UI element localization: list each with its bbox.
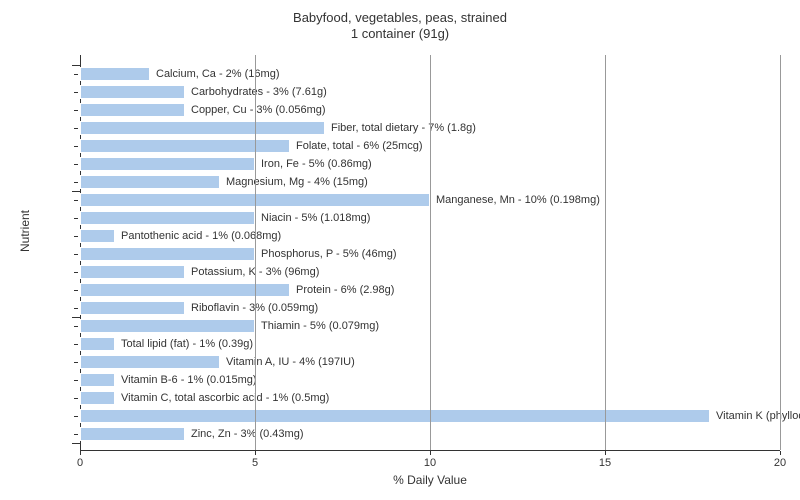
bar <box>80 373 115 387</box>
bar-label: Vitamin K (phylloquinone) - 18% (14.1mcg… <box>716 409 800 423</box>
bar <box>80 175 220 189</box>
y-tick <box>74 272 78 273</box>
x-tick <box>80 451 81 455</box>
bar-label: Manganese, Mn - 10% (0.198mg) <box>436 193 600 207</box>
y-major-tick <box>72 317 80 318</box>
y-tick <box>74 110 78 111</box>
y-tick <box>74 146 78 147</box>
x-tick <box>255 451 256 455</box>
plot-area: Calcium, Ca - 2% (16mg) Carbohydrates - 3… <box>80 55 780 450</box>
bar <box>80 247 255 261</box>
bar <box>80 229 115 243</box>
y-major-tick <box>72 65 80 66</box>
bar <box>80 211 255 225</box>
bar-label: Zinc, Zn - 3% (0.43mg) <box>191 427 303 441</box>
bar-label: Total lipid (fat) - 1% (0.39g) <box>121 337 253 351</box>
bar-label: Carbohydrates - 3% (7.61g) <box>191 85 327 99</box>
bar-label: Fiber, total dietary - 7% (1.8g) <box>331 121 476 135</box>
y-tick <box>74 254 78 255</box>
y-tick <box>74 326 78 327</box>
bar-label: Thiamin - 5% (0.079mg) <box>261 319 379 333</box>
x-tick-label: 10 <box>424 457 436 469</box>
bar-label: Folate, total - 6% (25mcg) <box>296 139 423 153</box>
bar <box>80 409 710 423</box>
gridline <box>780 55 781 450</box>
x-tick-label: 5 <box>252 457 258 469</box>
bar <box>80 355 220 369</box>
x-tick-label: 0 <box>77 457 83 469</box>
x-tick <box>430 451 431 455</box>
y-major-tick <box>72 443 80 444</box>
bar-label: Pantothenic acid - 1% (0.068mg) <box>121 229 281 243</box>
x-tick <box>605 451 606 455</box>
bar <box>80 391 115 405</box>
y-tick <box>74 380 78 381</box>
y-tick <box>74 92 78 93</box>
bar <box>80 139 290 153</box>
gridline <box>605 55 606 450</box>
y-tick <box>74 128 78 129</box>
x-axis: % Daily Value 05101520 <box>80 450 780 481</box>
bar-label: Phosphorus, P - 5% (46mg) <box>261 247 397 261</box>
x-tick <box>780 451 781 455</box>
y-axis-label: Nutrient <box>18 210 32 252</box>
y-tick <box>74 398 78 399</box>
x-axis-label: % Daily Value <box>80 473 780 487</box>
bar-label: Copper, Cu - 3% (0.056mg) <box>191 103 326 117</box>
y-tick <box>74 200 78 201</box>
y-tick <box>74 308 78 309</box>
y-tick <box>74 218 78 219</box>
bar-label: Vitamin C, total ascorbic acid - 1% (0.5… <box>121 391 329 405</box>
bar <box>80 103 185 117</box>
bar <box>80 337 115 351</box>
y-tick <box>74 344 78 345</box>
y-tick <box>74 74 78 75</box>
bar-label: Vitamin A, IU - 4% (197IU) <box>226 355 355 369</box>
bar <box>80 67 150 81</box>
y-tick <box>74 182 78 183</box>
bar <box>80 265 185 279</box>
bar-label: Vitamin B-6 - 1% (0.015mg) <box>121 373 257 387</box>
chart-title-line1: Babyfood, vegetables, peas, strained <box>0 10 800 25</box>
y-tick <box>74 434 78 435</box>
y-tick <box>74 236 78 237</box>
gridline <box>430 55 431 450</box>
bar <box>80 427 185 441</box>
nutrient-chart: Babyfood, vegetables, peas, strained 1 c… <box>0 0 800 500</box>
chart-title-line2: 1 container (91g) <box>0 26 800 41</box>
bar <box>80 157 255 171</box>
bar <box>80 121 325 135</box>
bar <box>80 301 185 315</box>
y-tick <box>74 362 78 363</box>
bar-label: Iron, Fe - 5% (0.86mg) <box>261 157 372 171</box>
bar <box>80 283 290 297</box>
y-major-tick <box>72 191 80 192</box>
bar-label: Calcium, Ca - 2% (16mg) <box>156 67 279 81</box>
y-tick <box>74 290 78 291</box>
bar <box>80 85 185 99</box>
y-tick <box>74 164 78 165</box>
bar-label: Niacin - 5% (1.018mg) <box>261 211 370 225</box>
x-tick-label: 15 <box>599 457 611 469</box>
y-tick <box>74 416 78 417</box>
bar-label: Protein - 6% (2.98g) <box>296 283 394 297</box>
x-tick-label: 20 <box>774 457 786 469</box>
bar <box>80 319 255 333</box>
gridline <box>255 55 256 450</box>
bar-label: Magnesium, Mg - 4% (15mg) <box>226 175 368 189</box>
